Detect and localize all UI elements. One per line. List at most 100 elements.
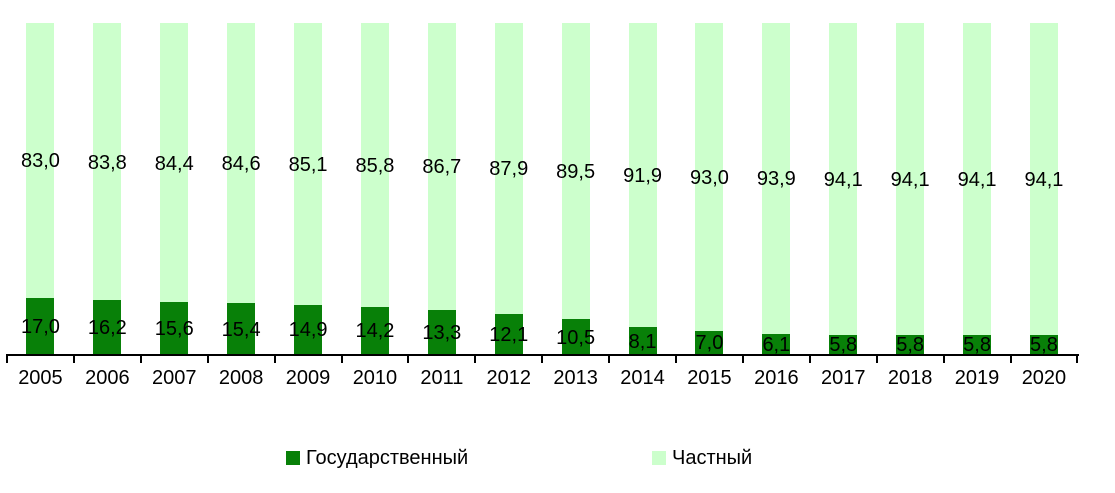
state-bar — [93, 300, 122, 354]
state-value-label: 7,0 — [695, 332, 724, 355]
state-bar — [1029, 334, 1058, 354]
x-axis-tick — [340, 354, 343, 363]
private-bar — [294, 23, 323, 305]
private-bar — [896, 23, 925, 335]
x-axis-tick-label: 2006 — [85, 367, 130, 389]
state-value-label: 17,0 — [20, 315, 60, 338]
private-bar — [427, 23, 456, 310]
state-bar — [494, 313, 523, 354]
private-bar — [494, 23, 523, 314]
x-axis-tick — [675, 354, 677, 363]
state-value-label: 6,1 — [762, 333, 791, 356]
state-value-label: 5,8 — [896, 334, 925, 357]
x-axis-tick — [875, 354, 878, 363]
legend-item-state: Государственный — [286, 444, 468, 472]
x-axis-tick-label: 2017 — [821, 367, 866, 389]
private-value-label: 85,1 — [288, 153, 328, 176]
private-bar — [93, 23, 122, 301]
state-bar — [963, 334, 992, 354]
private-value-label: 85,8 — [355, 154, 395, 177]
x-axis-tick — [808, 354, 811, 363]
legend: Государственный Частный — [0, 444, 1115, 474]
state-value-label: 14,2 — [355, 320, 395, 343]
x-axis-tick-label: 2018 — [887, 367, 933, 389]
private-value-label: 89,5 — [556, 161, 596, 184]
state-value-label: 13,3 — [422, 321, 462, 344]
state-bar — [762, 333, 791, 354]
state-bar — [160, 302, 189, 354]
x-axis-tick-label: 2009 — [285, 367, 331, 389]
legend-item-private: Частный — [652, 444, 752, 472]
state-bar — [360, 306, 389, 354]
x-axis-tick — [72, 354, 75, 363]
private-bar — [227, 23, 256, 304]
private-value-label: 86,7 — [422, 156, 462, 179]
private-value-label: 83,0 — [20, 150, 60, 173]
private-bar — [963, 23, 992, 335]
private-bar — [829, 23, 858, 335]
state-value-label: 5,8 — [829, 334, 858, 357]
x-axis-tick — [1009, 354, 1012, 363]
x-axis-tick — [741, 354, 744, 363]
private-bar — [628, 23, 657, 328]
legend-label-private: Частный — [672, 447, 753, 469]
private-bar — [26, 23, 55, 298]
private-value-label: 87,9 — [489, 158, 529, 181]
x-axis-tick-label: 2012 — [486, 367, 532, 389]
state-bar — [26, 297, 55, 354]
x-axis-tick-label: 2016 — [754, 367, 799, 389]
x-axis-tick-label: 2015 — [687, 367, 732, 389]
state-bar — [294, 304, 323, 354]
private-value-label: 94,1 — [823, 169, 863, 192]
private-bar — [160, 23, 189, 303]
state-bar — [628, 327, 657, 354]
x-axis-tick — [1076, 354, 1079, 363]
x-axis-tick — [273, 354, 276, 363]
x-axis-tick — [942, 354, 945, 363]
state-bar — [829, 334, 858, 354]
state-value-label: 10,5 — [556, 326, 596, 349]
state-bar — [427, 309, 456, 354]
private-bar — [561, 23, 590, 320]
private-bar — [1029, 23, 1058, 335]
state-value-label: 12,1 — [489, 323, 529, 346]
private-value-label: 93,0 — [689, 166, 729, 189]
private-value-label: 84,6 — [221, 153, 261, 175]
private-series-swatch-icon — [652, 451, 666, 465]
state-series-swatch-icon — [286, 451, 300, 465]
private-bar — [360, 23, 389, 307]
x-axis-tick — [541, 354, 544, 363]
state-value-label: 5,8 — [963, 334, 991, 357]
state-value-label: 5,8 — [1030, 334, 1058, 357]
state-value-label: 15,6 — [154, 318, 194, 341]
x-axis-tick-label: 2010 — [352, 367, 398, 389]
x-axis-tick — [6, 354, 8, 363]
state-value-label: 15,4 — [221, 318, 261, 341]
x-axis-tick — [139, 354, 142, 363]
private-value-label: 91,9 — [623, 165, 663, 188]
private-bar — [695, 23, 724, 331]
state-bar — [896, 334, 925, 354]
state-bar — [561, 319, 590, 354]
private-value-label: 83,8 — [87, 151, 127, 174]
legend-label-state: Государственный — [306, 447, 469, 469]
x-axis-tick-label: 2007 — [152, 367, 197, 389]
private-value-label: 94,1 — [1024, 169, 1064, 192]
x-axis-tick-label: 2020 — [1021, 367, 1067, 389]
private-value-label: 94,1 — [957, 169, 997, 192]
state-bar — [227, 303, 256, 354]
x-axis-tick — [474, 354, 477, 363]
private-value-label: 84,4 — [154, 152, 194, 175]
x-axis-tick-label: 2014 — [620, 367, 665, 389]
x-axis-tick — [407, 354, 410, 363]
private-value-label: 94,1 — [890, 169, 930, 192]
x-axis-tick-label: 2008 — [218, 367, 264, 389]
x-axis-line — [7, 354, 1080, 356]
private-bar — [762, 23, 791, 334]
state-value-label: 8,1 — [628, 330, 657, 353]
x-axis-tick-label: 2013 — [553, 367, 598, 389]
state-value-label: 14,9 — [288, 319, 328, 342]
state-value-label: 16,2 — [87, 317, 127, 340]
